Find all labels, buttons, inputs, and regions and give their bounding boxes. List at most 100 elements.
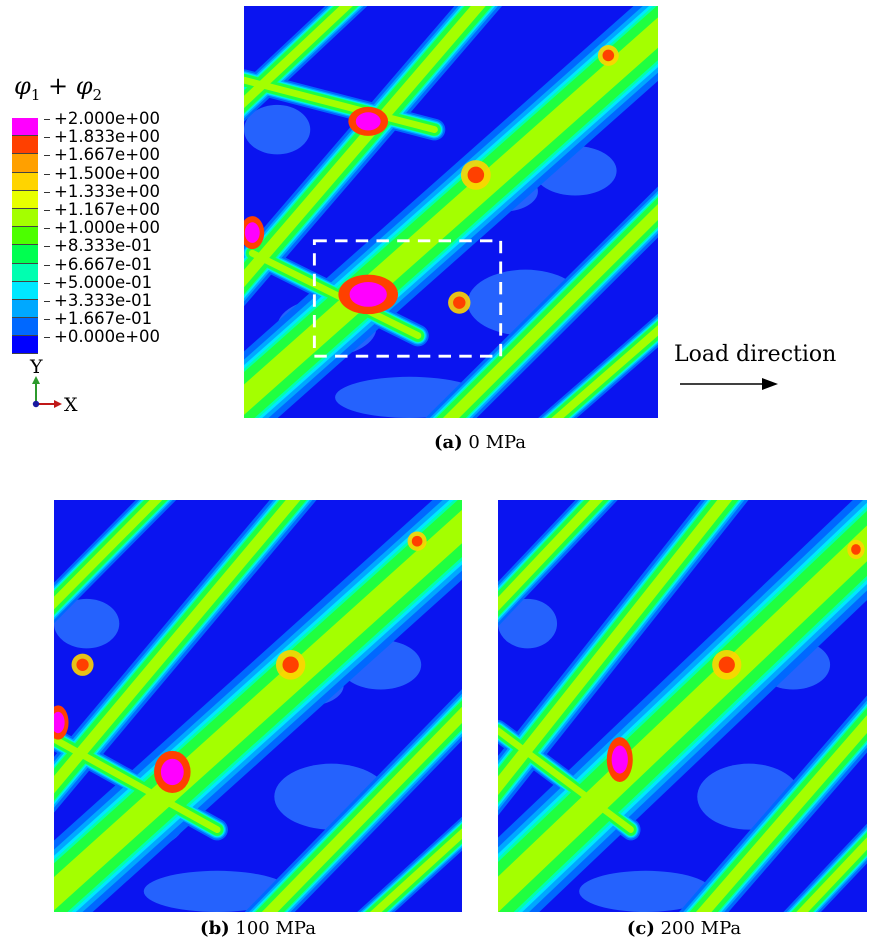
legend-title-var1: φ <box>14 72 31 100</box>
peak-region <box>355 112 381 131</box>
band-stroke <box>54 509 462 911</box>
legend-swatch <box>12 208 38 228</box>
legend-label-text: +5.000e-01 <box>54 272 153 292</box>
legend-label: +0.000e+00 <box>44 328 160 346</box>
band-stroke <box>551 325 658 418</box>
legend-swatch <box>12 318 38 337</box>
legend-label: +8.333e-01 <box>44 237 160 255</box>
legend-tick <box>44 282 50 284</box>
band-stroke <box>244 6 486 288</box>
legend-swatch <box>12 336 38 355</box>
legend-tick <box>44 137 50 139</box>
legend-tick <box>44 300 50 302</box>
contour-plot-c <box>498 500 867 912</box>
legend-label: +1.667e+00 <box>44 146 160 164</box>
band-stroke <box>442 203 658 418</box>
legend-label-text: +1.667e-01 <box>54 309 153 329</box>
legend-tick <box>44 228 50 230</box>
caption-c-pressure: 200 MPa <box>660 918 742 939</box>
caption-c: (c) 200 MPa <box>604 918 764 939</box>
peak-region <box>160 758 184 786</box>
caption-c-letter: (c) <box>626 918 655 939</box>
legend-label: +1.667e-01 <box>44 309 160 329</box>
band-stroke <box>244 76 438 133</box>
caption-b: (b) 100 MPa <box>178 918 338 939</box>
hotspot <box>467 166 485 184</box>
band-stroke <box>796 837 867 912</box>
legend-tick <box>44 155 50 157</box>
legend-swatch <box>12 227 38 246</box>
legend-labels: +2.000e+00 +1.833e+00 +1.667e+00 +1.500e+00… <box>44 109 161 346</box>
halo-region <box>54 598 120 649</box>
legend-swatch <box>12 299 38 319</box>
band-stroke <box>498 500 604 612</box>
x-axis-arrowhead <box>54 400 62 408</box>
legend-label: +1.333e+00 <box>44 181 161 201</box>
contour-legend: φ1 + φ2 +2.000e+00 +1.833e+00 +1.667e+00 +1… <box>8 72 238 355</box>
legend-label: +5.000e-01 <box>44 272 160 292</box>
legend-swatch <box>12 281 38 300</box>
legend-title-var2: φ <box>75 72 93 100</box>
legend-label-text: +1.833e+00 <box>54 127 161 147</box>
caption-a-letter: (a) <box>433 432 463 453</box>
legend-swatch <box>12 190 38 209</box>
band-stroke <box>695 715 867 912</box>
legend-swatch <box>12 245 38 264</box>
legend-tick <box>44 319 50 321</box>
legend-label-text: +2.000e+00 <box>54 109 161 128</box>
band-stroke <box>244 6 353 109</box>
legend-title-plus: + <box>40 72 76 100</box>
peak-region <box>54 711 65 734</box>
legend-tick <box>44 337 50 339</box>
legend-label: +2.000e+00 <box>44 109 161 128</box>
band-stroke <box>54 500 163 610</box>
legend-tick <box>44 264 50 266</box>
peak-region <box>611 745 628 774</box>
caption-a: (a) 0 MPa <box>400 432 560 453</box>
band-stroke <box>369 828 462 912</box>
legend-label-text: +1.333e+00 <box>54 181 161 201</box>
band-stroke <box>498 727 634 833</box>
zoom-box <box>312 239 503 358</box>
legend-label-text: +6.667e-01 <box>54 254 153 274</box>
legend-label: +1.000e+00 <box>44 219 160 237</box>
legend-swatch <box>12 172 38 191</box>
legend-tick <box>44 173 50 175</box>
legend-label-text: +1.167e+00 <box>54 199 161 219</box>
legend-swatch <box>12 136 38 155</box>
hotspot <box>453 296 466 309</box>
legend-tick <box>44 209 50 211</box>
peak-region <box>244 222 260 243</box>
legend-label: +3.333e-01 <box>44 290 160 310</box>
halo-region <box>143 870 291 912</box>
legend-label-text: +0.000e+00 <box>54 327 161 347</box>
hotspot <box>76 658 89 671</box>
legend-label: +1.833e+00 <box>44 128 160 146</box>
hotspot <box>851 544 861 555</box>
caption-a-pressure: 0 MPa <box>468 432 527 453</box>
legend-label-text: +3.333e-01 <box>54 290 153 310</box>
band-stroke <box>498 525 867 912</box>
halo-region <box>579 870 713 912</box>
legend-title-sub1: 1 <box>30 85 41 104</box>
axis-triad: Y X <box>20 356 110 422</box>
legend-color-bar <box>12 118 38 355</box>
legend-label-text: +1.500e+00 <box>54 163 161 183</box>
legend-title-sub2: 2 <box>92 85 103 104</box>
y-axis-arrowhead <box>32 376 40 384</box>
contour-plot-a <box>244 6 658 418</box>
legend-swatch <box>12 263 38 282</box>
band-stroke <box>54 735 221 833</box>
legend-tick <box>44 246 50 248</box>
caption-b-letter: (b) <box>200 918 230 939</box>
legend-tick <box>44 119 50 120</box>
legend-swatch <box>12 118 38 137</box>
legend-swatch <box>12 154 38 173</box>
hotspot <box>718 656 735 674</box>
band-stroke <box>248 249 422 339</box>
x-axis-label: X <box>64 394 78 416</box>
contour-plot-b <box>54 500 462 912</box>
legend-label: +1.167e+00 <box>44 199 161 219</box>
hotspot <box>602 49 615 62</box>
caption-b-pressure: 100 MPa <box>235 918 316 939</box>
